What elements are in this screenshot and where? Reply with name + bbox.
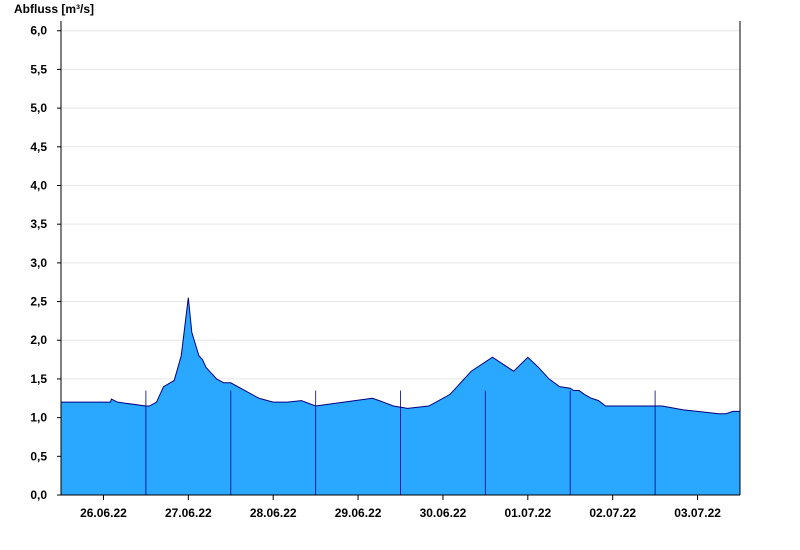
ytick-label-6: 3,0 — [30, 256, 47, 270]
ytick-label-1: 0,5 — [30, 449, 47, 463]
x-ticks: 26.06.22 27.06.22 28.06.22 29.06.22 30.06.22… — [80, 495, 721, 520]
xtick-label-3: 29.06.22 — [335, 506, 382, 520]
ytick-label-11: 5,5 — [30, 62, 47, 76]
ytick-label-0: 0,0 — [30, 488, 47, 502]
ytick-label-9: 4,5 — [30, 140, 47, 154]
xtick-label-2: 28.06.22 — [250, 506, 297, 520]
ytick-label-4: 2,0 — [30, 333, 47, 347]
ytick-label-3: 1,5 — [30, 372, 47, 386]
ytick-label-5: 2,5 — [30, 295, 47, 309]
series-line — [61, 297, 740, 415]
ytick-label-7: 3,5 — [30, 217, 47, 231]
axes — [60, 21, 741, 496]
ytick-label-12: 6,0 — [30, 24, 47, 38]
day-dividers — [145, 390, 656, 495]
xtick-label-7: 03.07.22 — [674, 506, 721, 520]
y-ticks: 0,0 0,5 1,0 1,5 2,0 2,5 3,0 3,5 4,0 4,5 5,0 5,5 6,0 — [30, 24, 61, 502]
ytick-label-2: 1,0 — [30, 411, 47, 425]
xtick-label-6: 02.07.22 — [589, 506, 636, 520]
xtick-label-1: 27.06.22 — [165, 506, 212, 520]
xtick-label-0: 26.06.22 — [80, 506, 127, 520]
xtick-label-5: 01.07.22 — [504, 506, 551, 520]
xtick-label-4: 30.06.22 — [420, 506, 467, 520]
y-axis-label: Abfluss [m³/s] — [14, 2, 94, 16]
ytick-label-8: 4,0 — [30, 178, 47, 192]
ytick-label-10: 5,0 — [30, 101, 47, 115]
